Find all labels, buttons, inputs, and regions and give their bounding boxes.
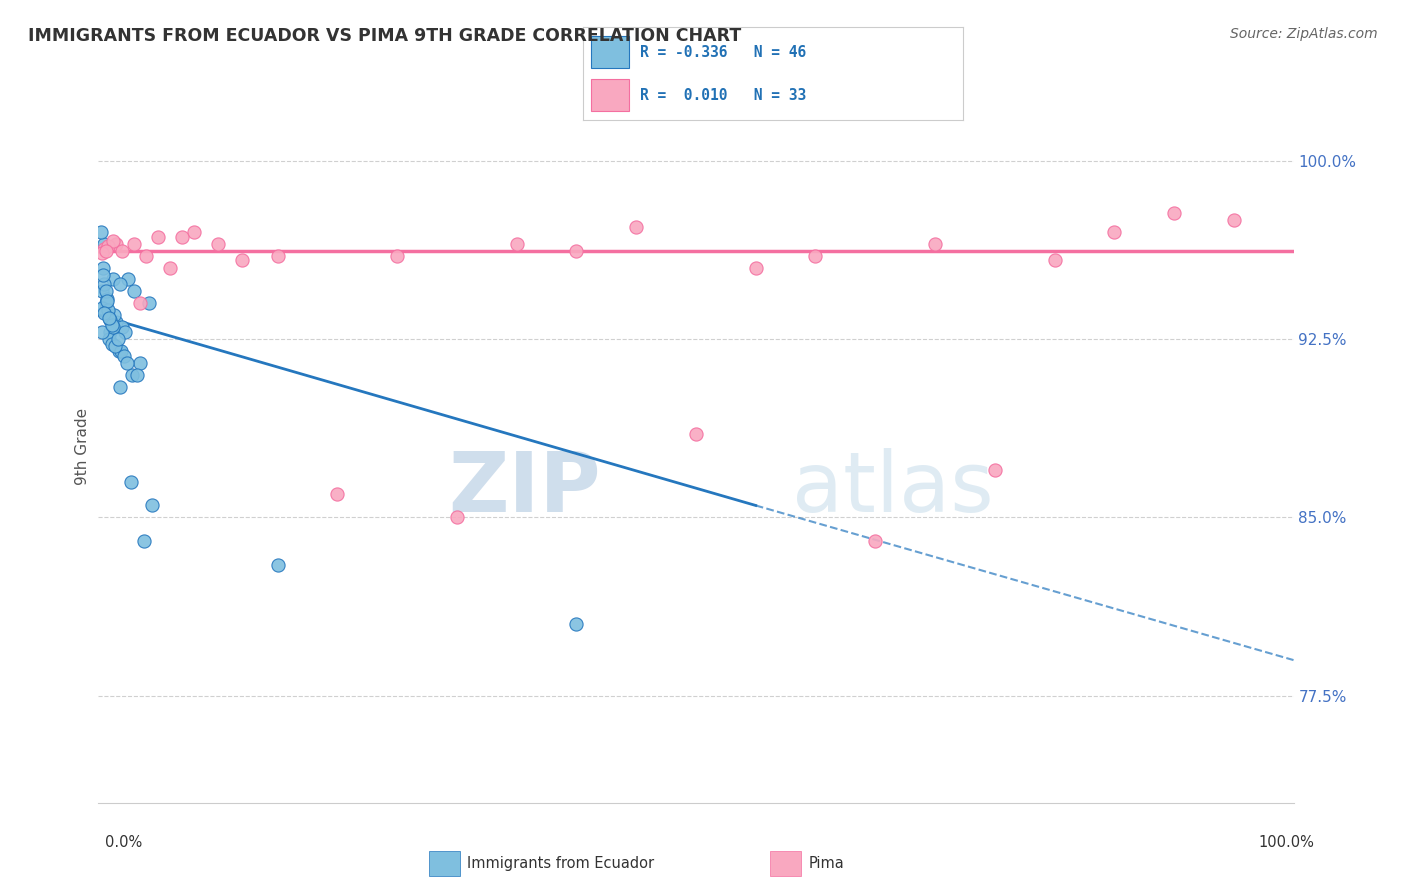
Point [100, 318, 122, 332]
Point [626, 220, 648, 235]
Point [114, 325, 136, 339]
Point [565, 617, 588, 632]
Text: Immigrants from Ecuador: Immigrants from Ecuador [467, 856, 654, 871]
Point [183, 225, 205, 239]
Point [91, 325, 114, 339]
Bar [591, 36, 628, 68]
Point [104, 339, 127, 353]
Point [108, 379, 131, 393]
Point [125, 368, 148, 382]
Text: R = -0.336   N = 46: R = -0.336 N = 46 [641, 45, 807, 60]
Text: Pima: Pima [808, 856, 844, 871]
Point [120, 475, 142, 489]
Point [1104, 225, 1126, 239]
Point [98, 332, 121, 346]
Point [385, 249, 409, 263]
Point [565, 244, 588, 258]
Point [865, 534, 887, 549]
Point [141, 499, 163, 513]
Point [745, 260, 768, 275]
Point [207, 236, 229, 251]
Point [97, 239, 120, 253]
Point [97, 308, 120, 322]
Point [117, 272, 139, 286]
Point [267, 249, 290, 263]
Bar [591, 79, 628, 111]
Point [94, 285, 117, 299]
Point [121, 368, 143, 382]
Point [93, 277, 115, 292]
Point [94, 244, 117, 258]
Point [115, 356, 138, 370]
Point [91, 268, 114, 282]
Point [100, 336, 122, 351]
Point [172, 229, 194, 244]
Text: R =  0.010   N = 33: R = 0.010 N = 33 [641, 87, 807, 103]
Point [91, 301, 114, 315]
Text: 100.0%: 100.0% [1258, 836, 1315, 850]
Point [159, 260, 181, 275]
Point [231, 253, 253, 268]
Point [93, 306, 115, 320]
Point [101, 235, 124, 249]
Point [103, 308, 125, 322]
Point [446, 510, 468, 524]
Point [685, 427, 707, 442]
Point [93, 242, 115, 256]
Point [98, 310, 121, 325]
Point [98, 325, 122, 339]
Text: atlas: atlas [792, 449, 993, 529]
Point [984, 463, 1007, 477]
Point [132, 534, 155, 549]
Point [91, 285, 114, 299]
Point [107, 343, 129, 358]
Y-axis label: 9th Grade: 9th Grade [75, 408, 90, 484]
Point [98, 313, 122, 327]
Point [111, 320, 134, 334]
Point [138, 296, 160, 310]
Point [111, 244, 134, 258]
Point [93, 236, 115, 251]
Point [97, 303, 120, 318]
Text: ZIP: ZIP [449, 449, 600, 529]
Point [108, 277, 131, 292]
Text: Source: ZipAtlas.com: Source: ZipAtlas.com [1230, 27, 1378, 41]
Point [105, 315, 128, 329]
Point [1223, 213, 1246, 227]
Point [96, 293, 118, 308]
Point [129, 356, 152, 370]
Point [110, 343, 132, 358]
Point [101, 320, 124, 334]
Point [267, 558, 290, 572]
Point [105, 236, 128, 251]
Text: IMMIGRANTS FROM ECUADOR VS PIMA 9TH GRADE CORRELATION CHART: IMMIGRANTS FROM ECUADOR VS PIMA 9TH GRAD… [28, 27, 741, 45]
Point [129, 296, 152, 310]
Point [506, 236, 529, 251]
Point [148, 229, 170, 244]
Point [135, 249, 157, 263]
Point [924, 236, 946, 251]
Point [107, 332, 129, 346]
Point [90, 225, 112, 239]
Point [101, 272, 124, 286]
Point [326, 486, 349, 500]
Text: 0.0%: 0.0% [105, 836, 142, 850]
Point [804, 249, 827, 263]
Point [1043, 253, 1066, 268]
Point [96, 292, 118, 306]
Point [94, 296, 117, 310]
Point [124, 285, 146, 299]
Point [112, 349, 135, 363]
Point [124, 236, 146, 251]
Point [1163, 206, 1185, 220]
Point [91, 246, 114, 260]
Point [91, 260, 114, 275]
